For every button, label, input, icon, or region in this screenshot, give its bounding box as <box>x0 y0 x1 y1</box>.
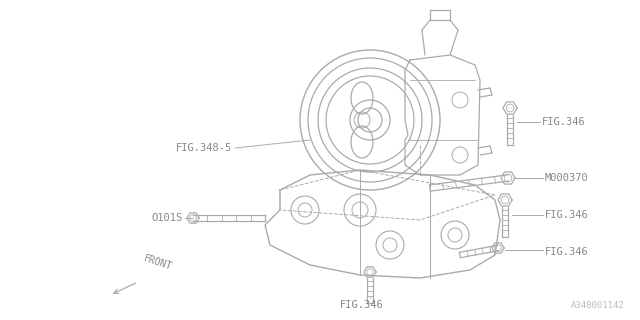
Text: FIG.346: FIG.346 <box>542 117 586 127</box>
Text: FIG.348-5: FIG.348-5 <box>176 143 232 153</box>
Text: M000370: M000370 <box>545 173 589 183</box>
Text: A348001142: A348001142 <box>572 301 625 310</box>
Text: FIG.346: FIG.346 <box>340 300 384 310</box>
Text: FRONT: FRONT <box>142 253 173 272</box>
Text: FIG.346: FIG.346 <box>545 210 589 220</box>
Text: O101S: O101S <box>152 213 183 223</box>
Text: FIG.346: FIG.346 <box>545 247 589 257</box>
